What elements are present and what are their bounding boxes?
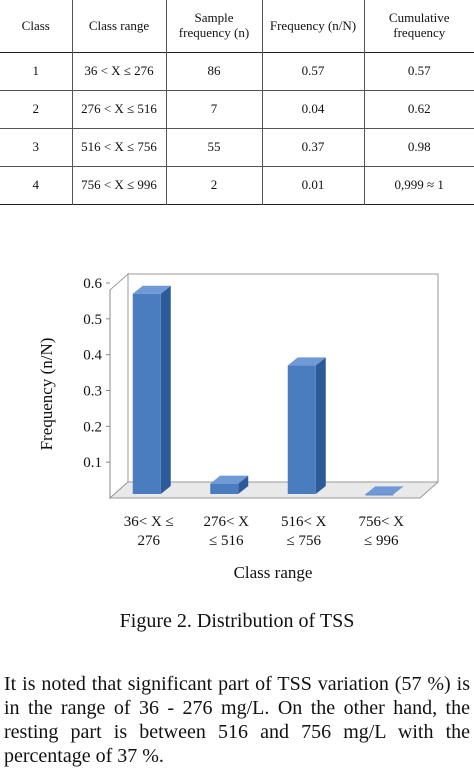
cell-range: 276 < X ≤ 516	[71, 90, 166, 129]
cell-range: 516 < X ≤ 756	[71, 128, 166, 167]
x-tick-label: ≤ 516	[209, 533, 244, 549]
y-tick-label: 0.5	[83, 312, 102, 328]
x-tick-label: ≤ 996	[364, 533, 399, 549]
bar-side	[160, 285, 171, 494]
cell-range: 36 < X ≤ 276	[71, 52, 166, 91]
y-tick-label: 0.4	[83, 348, 102, 364]
body-paragraph: It is noted that significant part of TSS…	[4, 673, 470, 767]
x-axis-title: Class range	[234, 563, 313, 582]
y-axis-title: Frequency (n/N)	[37, 338, 56, 451]
bar-side	[315, 357, 326, 494]
table-row: 3 516 < X ≤ 756 55 0.37 0.98	[0, 128, 474, 167]
bar-side	[238, 475, 249, 494]
chart-floor	[108, 481, 440, 499]
cell-frequency: 0.57	[261, 52, 364, 91]
cell-sample-frequency: 2	[165, 166, 262, 205]
chart-side-wall	[109, 272, 129, 500]
bar-top	[365, 486, 404, 495]
table-row: 1 36 < X ≤ 276 86 0.57 0.57	[0, 52, 474, 91]
cell-cumulative: 0.62	[363, 90, 474, 129]
header-class: Class	[21, 17, 50, 33]
cell-class: 3	[32, 139, 40, 155]
header-class-range: Class range	[71, 0, 166, 53]
y-tick-label: 0.3	[83, 384, 102, 400]
cell-cumulative: 0,999 ≈ 1	[363, 166, 474, 205]
cell-range: 756 < X ≤ 996	[71, 166, 166, 205]
header-cumulative-frequency: Cumulative frequency	[363, 0, 474, 53]
cell-frequency: 0.37	[261, 128, 364, 167]
header-frequency: Frequency (n/N)	[261, 0, 364, 53]
cell-class: 4	[32, 177, 40, 193]
x-tick-label: 276	[138, 533, 161, 549]
chart-canvas: 0.1 0.2 0.3 0.4 0.5 0.6 Frequency (n/N) 36< X ≤…	[37, 272, 440, 582]
x-tick-label: 36< X ≤	[124, 514, 174, 530]
header-sample-frequency: Sample frequency (n)	[165, 0, 262, 53]
table-header-row: Class Class range Sample frequency (n) F…	[0, 0, 474, 53]
figure-caption: Figure 2. Distribution of TSS	[119, 610, 355, 632]
bar-top	[132, 285, 171, 294]
x-tick-label: 516< X	[281, 514, 327, 530]
y-tick-label: 0.1	[83, 455, 102, 471]
chart-back-wall	[127, 273, 439, 483]
bar-top	[210, 475, 249, 484]
table-row: 2 276 < X ≤ 516 7 0.04 0.62	[0, 90, 474, 129]
cell-cumulative: 0.98	[363, 128, 474, 167]
x-tick-label: ≤ 756	[287, 533, 322, 549]
frequency-bar-chart: 0.1 0.2 0.3 0.4 0.5 0.6 Frequency (n/N) 36< X ≤…	[0, 250, 474, 595]
cell-cumulative: 0.57	[363, 52, 474, 91]
y-tick-label: 0.2	[83, 419, 102, 435]
bar	[210, 483, 239, 494]
cell-sample-frequency: 86	[165, 52, 262, 91]
y-tick-label: 0.6	[83, 276, 102, 292]
cell-class: 1	[32, 63, 40, 79]
bar	[132, 293, 161, 494]
cell-frequency: 0.04	[261, 90, 364, 129]
bar-top	[287, 357, 326, 366]
class-statistics-table: Class Class range Sample frequency (n) F…	[0, 0, 474, 205]
bar	[365, 494, 394, 496]
cell-frequency: 0.01	[261, 166, 364, 205]
cell-class: 2	[32, 101, 40, 117]
cell-sample-frequency: 7	[165, 90, 262, 129]
bar	[287, 365, 316, 494]
x-tick-label: 276< X	[203, 514, 249, 530]
cell-sample-frequency: 55	[165, 128, 262, 167]
table-row: 4 756 < X ≤ 996 2 0.01 0,999 ≈ 1	[0, 166, 474, 205]
x-tick-label: 756< X	[358, 514, 404, 530]
